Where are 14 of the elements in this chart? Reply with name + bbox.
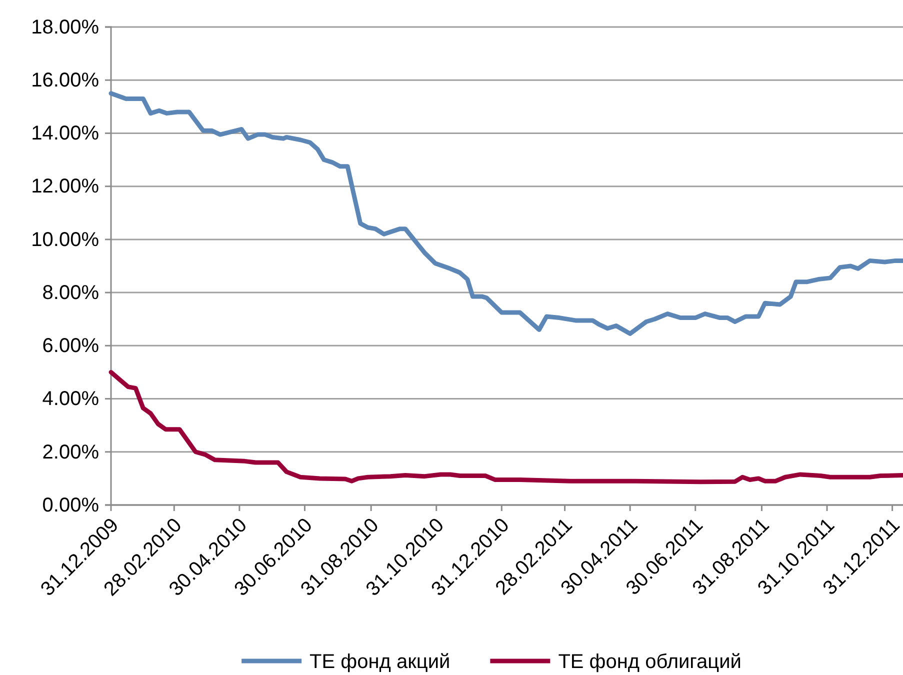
line-series xyxy=(108,91,903,336)
y-tick-label: 10.00% xyxy=(31,228,100,251)
y-tick-label: 12.00% xyxy=(31,176,100,198)
y-tick-label: 6.00% xyxy=(42,335,100,358)
legend-label: ТЕ фонд облигаций xyxy=(558,651,742,673)
y-tick-label: 2.00% xyxy=(42,441,100,464)
y-tick-label: 14.00% xyxy=(31,122,100,145)
legend-label: ТЕ фонд акций xyxy=(310,651,450,673)
y-tick-label: 0.00% xyxy=(42,494,100,516)
y-tick-label: 18.00% xyxy=(31,16,100,38)
y-tick-label: 16.00% xyxy=(31,70,100,92)
line-series xyxy=(108,370,903,484)
y-tick-label: 8.00% xyxy=(42,282,100,304)
y-tick-label: 4.00% xyxy=(42,388,100,410)
